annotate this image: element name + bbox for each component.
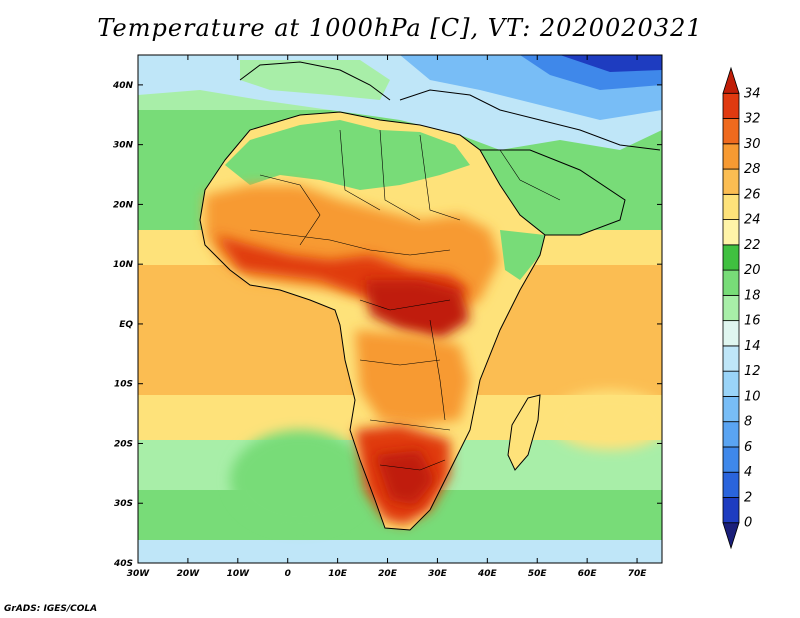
coastlines	[199, 61, 661, 531]
colorbar-label: 18	[744, 288, 761, 303]
madagascar-land	[508, 395, 540, 470]
lat-tick-label: 10N	[113, 260, 134, 270]
benguela-cool-patch	[230, 430, 370, 530]
colorbar-segment	[722, 320, 740, 347]
lon-tick-label: 20W	[177, 569, 201, 579]
colorbar-label: 6	[744, 440, 752, 455]
colorbar-label: 12	[744, 364, 761, 379]
temperature-field	[138, 55, 662, 563]
arabia-region	[480, 150, 625, 235]
sahara-green-region	[225, 120, 470, 190]
map-title: Temperature at 1000hPa [C], VT: 20200203…	[97, 14, 703, 42]
lat-tick-label: EQ	[119, 320, 133, 330]
lon-tick-label: 10W	[227, 569, 251, 579]
colorbar-label: 0	[744, 516, 752, 531]
colorbar-label: 10	[744, 389, 761, 404]
lon-tick-label: 30W	[127, 569, 151, 579]
colorbar-label: 24	[744, 213, 761, 228]
colorbar-label: 22	[744, 238, 761, 253]
colorbar-segment	[722, 294, 740, 322]
lat-tick-label: 20S	[114, 439, 133, 449]
lon-tick-label: 0	[285, 569, 291, 579]
colorbar-segment	[722, 471, 740, 498]
colorbar-segment	[722, 446, 740, 473]
horn-of-africa-region	[500, 230, 545, 280]
colorbar-segment	[722, 193, 740, 220]
colorbar-segment	[722, 497, 740, 524]
colorbar-label: 20	[744, 263, 761, 278]
lat-tick-label: 20N	[113, 200, 134, 210]
lat-tick-label: 40S	[113, 559, 133, 569]
colorbar-segment	[722, 345, 740, 372]
colorbar-segment	[722, 244, 740, 271]
colorbar-segment	[722, 421, 740, 448]
colorbar-segment	[722, 168, 740, 195]
colorbar-segment	[722, 522, 740, 550]
map-frame	[137, 54, 663, 564]
colorbar-label: 26	[744, 187, 761, 202]
colorbar-segment	[722, 66, 740, 94]
credit-text: GrADS: IGES/COLA	[4, 604, 98, 614]
colorbar-segment	[722, 92, 740, 119]
asia-coldest-region	[560, 55, 662, 72]
kalahari-hottest-region	[375, 450, 435, 505]
central-africa-hottest-region	[365, 280, 470, 340]
colorbar-label: 4	[744, 465, 752, 480]
ocean-far-south-band	[138, 540, 662, 563]
lat-tick-label: 40N	[112, 81, 134, 91]
colorbar-label: 28	[744, 162, 761, 177]
lat-tick-label: 30N	[113, 141, 134, 151]
colorbar-segment	[722, 396, 740, 423]
country-borders	[249, 129, 561, 471]
lon-tick-label: 10E	[328, 569, 348, 579]
colorbar-segment	[722, 269, 740, 296]
colorbar-label: 34	[744, 86, 761, 101]
lon-tick-label: 70E	[628, 569, 648, 579]
lon-tick-label: 50E	[528, 569, 548, 579]
iberia-region	[240, 60, 390, 100]
lon-tick-label: 30E	[428, 569, 448, 579]
congo-warm-region	[355, 330, 470, 425]
indian-ocean-mid-patch	[550, 390, 662, 450]
colorbar-label: 8	[744, 415, 752, 430]
lat-tick-label: 10S	[114, 380, 133, 390]
colorbar-segment	[722, 143, 740, 170]
colorbar-label: 16	[744, 314, 761, 329]
colorbar-label: 30	[744, 137, 761, 152]
colorbar-segment	[722, 118, 740, 145]
colorbar-segment	[722, 219, 740, 246]
lon-tick-label: 20E	[378, 569, 398, 579]
colorbar-segment	[722, 370, 740, 397]
lat-tick-label: 30S	[114, 499, 133, 509]
colorbar-label: 2	[744, 490, 752, 505]
colorbar-label: 32	[744, 112, 761, 127]
lon-tick-label: 60E	[578, 569, 598, 579]
lon-tick-label: 40E	[477, 569, 498, 579]
axis-ticks: 30W 20W 10W 0 10E 20E 30E 40E 50E 60E 70E 40N 30N 20N…	[112, 55, 662, 579]
colorbar-label: 14	[744, 339, 761, 354]
